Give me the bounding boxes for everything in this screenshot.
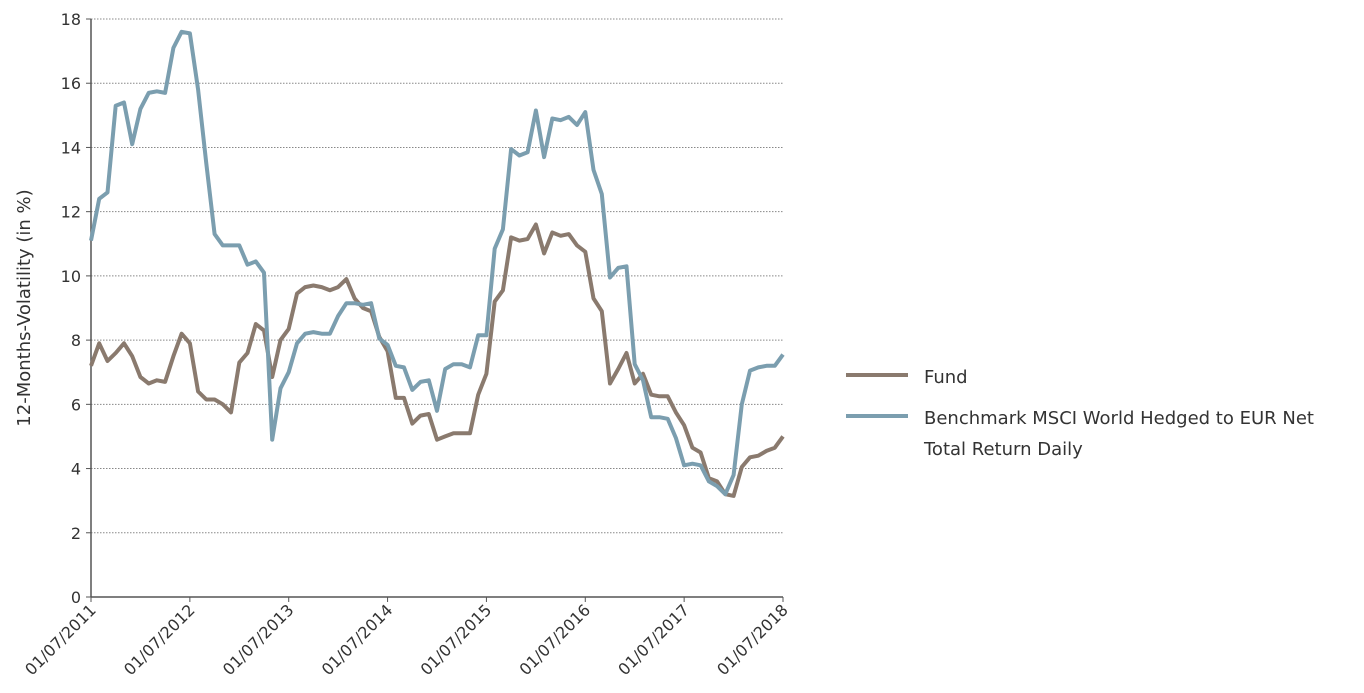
y-tick-label: 2 bbox=[71, 524, 81, 543]
legend-swatch bbox=[846, 373, 908, 377]
y-axis-label: 12-Months-Volatility (in %) bbox=[14, 189, 35, 426]
y-tick-label: 14 bbox=[61, 138, 81, 157]
x-tick-label: 01/07/2014 bbox=[318, 600, 397, 679]
x-tick-label: 01/07/2018 bbox=[713, 600, 792, 679]
y-tick-label: 16 bbox=[61, 74, 81, 93]
x-tick-label: 01/07/2013 bbox=[219, 600, 298, 679]
legend: Fund Benchmark MSCI World Hedged to EUR N… bbox=[846, 362, 1362, 475]
y-tick-label: 8 bbox=[71, 331, 81, 350]
y-tick-label: 6 bbox=[71, 395, 81, 414]
y-tick-label: 4 bbox=[71, 460, 81, 479]
legend-label: Benchmark MSCI World Hedged to EUR Net T… bbox=[924, 408, 1314, 460]
x-tick-label: 01/07/2015 bbox=[417, 600, 496, 679]
y-tick-label: 12 bbox=[61, 203, 81, 222]
y-tick-label: 18 bbox=[61, 10, 81, 29]
series-line bbox=[89, 222, 785, 498]
y-tick-label: 0 bbox=[71, 588, 81, 607]
legend-swatch bbox=[846, 414, 908, 418]
legend-item: Benchmark MSCI World Hedged to EUR Net T… bbox=[846, 403, 1362, 465]
x-tick-label: 01/07/2016 bbox=[515, 600, 594, 679]
legend-label: Fund bbox=[924, 367, 968, 388]
x-tick-label: 01/07/2017 bbox=[614, 600, 693, 679]
x-tick-label: 01/07/2012 bbox=[120, 600, 199, 679]
series-line bbox=[89, 29, 785, 497]
x-tick-label: 01/07/2011 bbox=[21, 600, 100, 679]
y-tick-label: 10 bbox=[61, 267, 81, 286]
legend-item: Fund bbox=[846, 362, 1362, 393]
